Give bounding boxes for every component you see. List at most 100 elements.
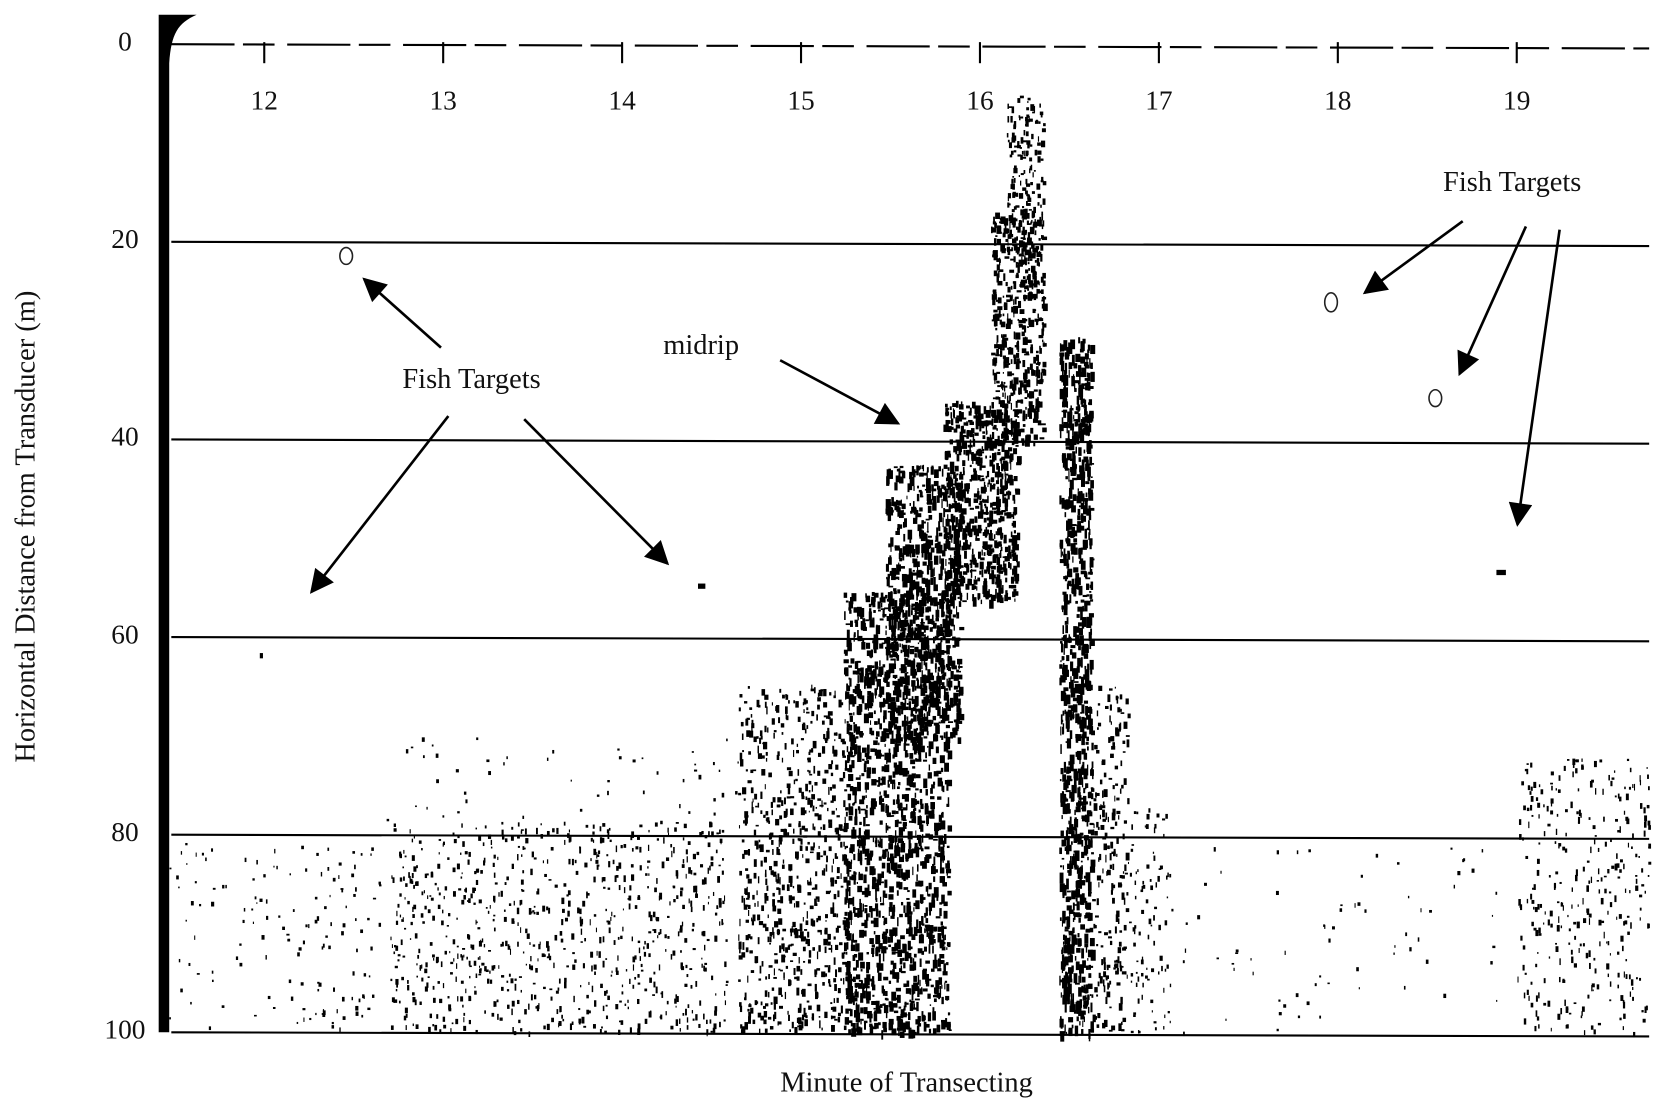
echo-speckle bbox=[547, 831, 550, 835]
echo-speckle bbox=[1164, 1015, 1165, 1018]
echo-speckle bbox=[1012, 591, 1015, 597]
echo-speckle bbox=[843, 842, 844, 847]
echo-speckle bbox=[768, 1017, 771, 1020]
echo-speckle bbox=[1138, 998, 1140, 1003]
echo-speckle bbox=[1136, 972, 1138, 974]
echo-speckle bbox=[950, 406, 952, 410]
echo-speckle bbox=[1594, 1029, 1596, 1034]
echo-speckle bbox=[1009, 270, 1014, 273]
echo-speckle bbox=[522, 870, 524, 873]
echo-speckle bbox=[771, 1002, 773, 1005]
echo-speckle bbox=[1640, 908, 1642, 911]
echo-speckle bbox=[518, 846, 520, 848]
echo-speckle bbox=[925, 580, 930, 588]
echo-speckle bbox=[773, 797, 776, 802]
echo-speckle bbox=[956, 517, 958, 524]
echo-speckle bbox=[748, 905, 751, 909]
echo-speckle bbox=[544, 874, 547, 877]
echo-speckle bbox=[956, 606, 957, 615]
echo-speckle bbox=[810, 852, 814, 854]
echo-speckle bbox=[1572, 771, 1573, 777]
echo-speckle bbox=[864, 761, 866, 769]
echo-speckle bbox=[1011, 585, 1016, 589]
echo-speckle bbox=[681, 962, 683, 966]
echo-speckle bbox=[904, 736, 906, 745]
echo-speckle bbox=[424, 969, 427, 974]
echo-speckle bbox=[987, 496, 989, 503]
echo-speckle bbox=[744, 898, 745, 905]
echo-speckle bbox=[1629, 787, 1631, 790]
echo-speckle bbox=[956, 583, 959, 590]
echo-speckle bbox=[982, 431, 985, 433]
echo-speckle bbox=[1002, 447, 1005, 452]
echo-speckle bbox=[926, 478, 931, 486]
echo-speckle bbox=[315, 897, 318, 900]
echo-speckle bbox=[450, 962, 453, 964]
echo-speckle bbox=[935, 725, 940, 734]
echo-speckle bbox=[686, 874, 687, 879]
echo-speckle bbox=[540, 942, 541, 945]
echo-speckle bbox=[929, 540, 933, 546]
echo-speckle bbox=[1359, 987, 1360, 989]
echo-speckle bbox=[739, 942, 742, 950]
echo-speckle bbox=[600, 826, 602, 831]
echo-speckle bbox=[779, 840, 780, 847]
echo-speckle bbox=[890, 591, 892, 594]
echo-speckle bbox=[989, 552, 992, 554]
echo-speckle bbox=[1615, 795, 1617, 797]
echo-speckle bbox=[1134, 811, 1136, 814]
echo-speckle bbox=[799, 821, 801, 827]
echo-speckle bbox=[1548, 1001, 1551, 1007]
echo-speckle bbox=[951, 418, 953, 425]
echo-speckle bbox=[939, 533, 943, 537]
echo-speckle bbox=[673, 886, 675, 889]
echo-speckle bbox=[701, 964, 702, 968]
echo-speckle bbox=[330, 895, 331, 897]
echo-speckle bbox=[396, 921, 398, 925]
echo-speckle bbox=[418, 949, 420, 953]
echo-speckle bbox=[938, 846, 939, 850]
echo-speckle bbox=[930, 802, 935, 809]
echo-speckle bbox=[899, 668, 900, 671]
echo-speckle bbox=[975, 506, 979, 509]
echo-speckle bbox=[927, 522, 928, 531]
echo-speckle bbox=[948, 467, 950, 471]
echo-speckle bbox=[805, 700, 808, 703]
echo-speckle bbox=[914, 954, 917, 958]
echo-speckle bbox=[865, 782, 869, 790]
echo-speckle bbox=[993, 554, 998, 558]
echo-speckle bbox=[681, 966, 684, 970]
echo-speckle bbox=[761, 861, 763, 867]
echo-speckle bbox=[1634, 784, 1635, 791]
echo-speckle bbox=[897, 528, 900, 531]
echo-speckle bbox=[897, 822, 901, 824]
echo-speckle bbox=[800, 969, 802, 975]
echo-speckle bbox=[789, 944, 793, 946]
echo-speckle bbox=[449, 951, 450, 953]
echo-speckle bbox=[899, 602, 903, 610]
echo-speckle bbox=[809, 790, 811, 792]
echo-speckle bbox=[804, 1013, 807, 1017]
echo-speckle bbox=[1597, 880, 1599, 882]
echo-speckle bbox=[860, 1007, 863, 1013]
echo-speckle bbox=[944, 982, 945, 989]
echo-speckle bbox=[875, 661, 878, 669]
echo-speckle bbox=[823, 702, 827, 707]
echo-speckle bbox=[421, 891, 423, 895]
echo-speckle bbox=[894, 600, 897, 608]
echo-speckle bbox=[848, 1029, 851, 1034]
echo-speckle bbox=[825, 920, 826, 922]
echo-speckle bbox=[397, 904, 399, 908]
echo-speckle bbox=[1598, 920, 1601, 926]
echo-speckle bbox=[506, 981, 508, 983]
echo-speckle bbox=[488, 771, 491, 775]
echo-speckle bbox=[399, 1001, 401, 1004]
echo-speckle bbox=[981, 600, 982, 604]
echo-speckle bbox=[971, 570, 976, 572]
echo-speckle bbox=[354, 865, 356, 870]
echo-speckle bbox=[915, 544, 920, 553]
echo-speckle bbox=[746, 905, 749, 907]
echo-speckle bbox=[488, 836, 491, 839]
echo-speckle bbox=[456, 918, 457, 920]
echo-speckle bbox=[941, 1022, 945, 1030]
